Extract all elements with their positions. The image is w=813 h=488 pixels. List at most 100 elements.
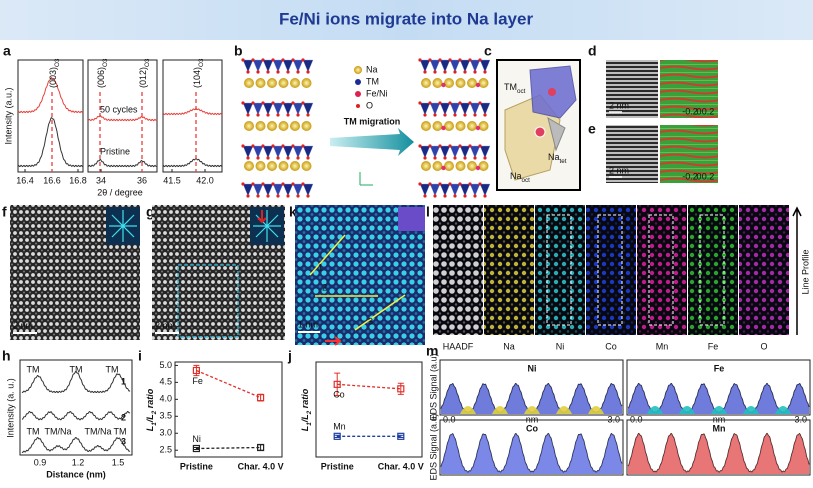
migrated-tm (441, 125, 446, 131)
migrated-tm (475, 165, 481, 171)
oxygen (256, 194, 260, 198)
octahedron (282, 102, 294, 116)
data-point (192, 444, 200, 453)
series-line (196, 369, 261, 399)
y-tick-label: 2.5 (159, 445, 172, 455)
oxygen (443, 70, 447, 74)
oxygen (281, 182, 285, 186)
y-axis-label: EDS Signal (a.u) (428, 413, 438, 480)
oxygen (423, 113, 427, 117)
oxygen (261, 144, 265, 148)
na-atom (244, 161, 254, 171)
arrow (325, 336, 342, 346)
peak-label: TM/Na (85, 426, 112, 436)
oxygen (276, 194, 280, 198)
plot-frame (17, 59, 84, 173)
na-atom (421, 161, 431, 171)
peak-label: (104)O3 (192, 58, 204, 88)
error-bar (397, 434, 404, 438)
curve-cycled (17, 77, 84, 114)
oxygen (261, 182, 265, 186)
octahedron (419, 145, 431, 159)
oxygen (468, 58, 472, 62)
oxygen (256, 113, 260, 117)
oxygen (296, 70, 300, 74)
y-axis-label: Intensity (a. u.) (5, 378, 15, 438)
octahedron (479, 102, 491, 116)
y-axis-label: EDS Signal (a.u) (428, 353, 438, 420)
text-part: tet (560, 158, 567, 165)
oxygen (296, 194, 300, 198)
profile-trace (21, 436, 131, 454)
header-band (0, 0, 813, 40)
oxygen (418, 144, 422, 148)
na-atom (467, 161, 477, 171)
plot-frame (439, 359, 624, 416)
octahedron (419, 59, 431, 73)
oxygen (438, 58, 442, 62)
line-number: 1 (318, 262, 323, 272)
x-axis-label: nm (526, 414, 539, 424)
text-part: /L (300, 414, 310, 423)
plot-frame (626, 419, 811, 476)
panel-label: m (426, 343, 438, 359)
hrtem-image (606, 125, 658, 183)
octahedron (262, 59, 274, 73)
oxygen (448, 58, 452, 62)
na-atom (455, 121, 466, 131)
octahedron (302, 145, 314, 159)
oxygen (433, 70, 437, 74)
legend-marker (355, 79, 361, 85)
peak-label: TM (106, 364, 119, 374)
oxygen (271, 144, 275, 148)
oxygen (453, 194, 457, 198)
oxygen (478, 144, 482, 148)
oxygen (433, 156, 437, 160)
oxygen (473, 70, 477, 74)
oxygen (276, 70, 280, 74)
series-label: Ni (192, 434, 201, 444)
na-atom (421, 121, 431, 131)
plot-frame (87, 59, 158, 173)
oxygen (306, 70, 310, 74)
oxygen (478, 101, 482, 105)
octahedron (429, 183, 441, 197)
x-tick-label: 16.6 (43, 175, 61, 185)
atom (534, 126, 546, 138)
octahedron (429, 102, 441, 116)
text-part: O3 (198, 58, 205, 67)
eds-fill (441, 383, 622, 414)
octahedron (449, 183, 461, 197)
peak-label: TM (70, 364, 83, 374)
profile-line (309, 234, 346, 276)
legend-marker (355, 91, 361, 97)
oxygen (291, 58, 295, 62)
octahedron (479, 183, 491, 197)
x-tick-label: 42.0 (196, 175, 214, 185)
na-atom (290, 161, 300, 171)
oxygen (286, 113, 290, 117)
data-point (397, 432, 405, 440)
oxygen (473, 113, 477, 117)
oxygen (256, 70, 260, 74)
na-atom (478, 78, 489, 88)
oxygen (478, 58, 482, 62)
octahedron (459, 183, 471, 197)
oxygen (286, 70, 290, 74)
na-tetrahedron (547, 116, 566, 152)
y-tick-label: 4.0 (159, 394, 172, 404)
oxygen (246, 194, 250, 198)
profile-trace (21, 410, 131, 421)
map-label: O (760, 341, 767, 351)
oxygen (266, 70, 270, 74)
y-tick-label: 4.5 (159, 377, 172, 387)
curve-cycled (87, 114, 158, 122)
panel-label: c (484, 43, 492, 59)
oxygen (433, 113, 437, 117)
octahedron (419, 183, 431, 197)
oxygen (286, 194, 290, 198)
oxygen (418, 58, 422, 62)
map-label: Co (605, 341, 617, 351)
octahedron (439, 102, 451, 116)
oxygen (251, 101, 255, 105)
